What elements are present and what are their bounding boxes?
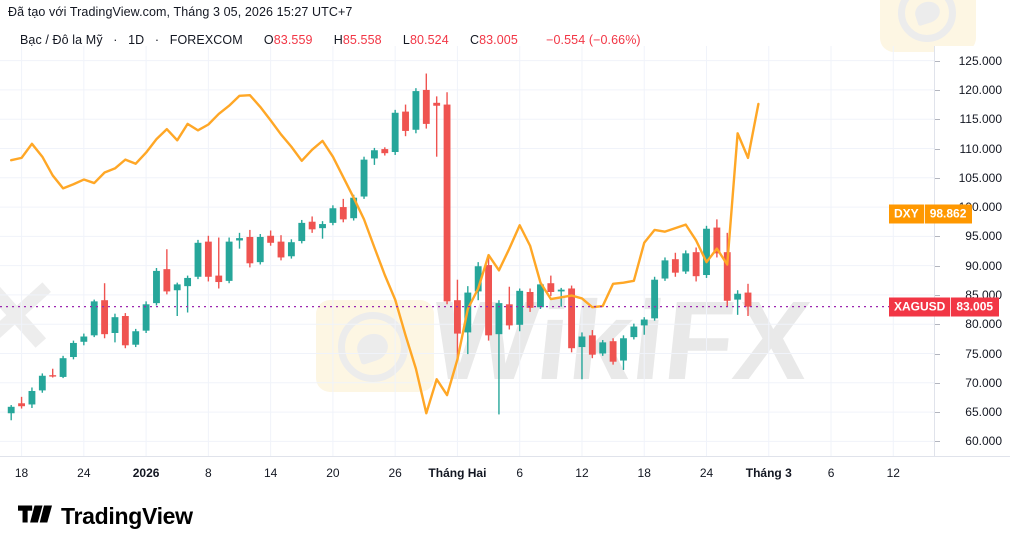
- legend-exchange: FOREXCOM: [169, 33, 243, 47]
- chart-plot-area[interactable]: [0, 46, 934, 456]
- price-tick-mark: [935, 382, 940, 384]
- time-tick-label: 20: [326, 466, 340, 480]
- price-tick-mark: [935, 412, 940, 414]
- candlestick-series: [7, 73, 752, 421]
- tradingview-logo-icon: [18, 503, 52, 530]
- price-tick-label: 75.000: [965, 346, 1002, 361]
- price-tick-mark: [935, 60, 940, 62]
- price-tick-mark: [935, 148, 940, 150]
- price-axis[interactable]: 125.000 120.000 115.000 110.000 105.000 100.0…: [889, 46, 1010, 456]
- legend-high-key: H: [333, 33, 343, 47]
- chart-footer: TradingView: [0, 490, 1010, 543]
- xagusd-price-badge-separator: [950, 297, 952, 317]
- xagusd-price-badge-value: 83.005: [956, 299, 994, 314]
- time-tick-label: 12: [886, 466, 900, 480]
- price-tick-mark: [935, 265, 940, 267]
- chart-legend: Bạc / Đô la Mỹ · 1D · FOREXCOM O83.559 H…: [20, 33, 641, 47]
- price-tick-label: 60.000: [965, 434, 1002, 449]
- legend-low-value: 80.524: [409, 33, 449, 47]
- legend-high-value: 85.558: [342, 33, 382, 47]
- price-tick-mark: [935, 236, 940, 238]
- dxy-price-badge[interactable]: DXY 98.862: [889, 204, 973, 224]
- price-tick-mark: [935, 441, 940, 443]
- price-tick-mark: [935, 353, 940, 355]
- watermark-badge-top-right: [880, 0, 976, 52]
- price-tick-mark: [935, 89, 940, 91]
- price-tick-label: 95.000: [965, 229, 1002, 244]
- time-tick-label: 8: [205, 466, 212, 480]
- time-tick-label: 6: [516, 466, 524, 480]
- price-tick-mark: [935, 294, 940, 296]
- watermark-logo-top-right: [898, 0, 956, 42]
- time-tick-label: 26: [388, 466, 402, 480]
- xagusd-price-badge-tag: XAGUSD: [894, 299, 946, 314]
- price-tick-mark: [935, 324, 940, 326]
- price-tick-label: 80.000: [965, 317, 1002, 332]
- price-tick-mark: [935, 119, 940, 121]
- created-with-caption: Đã tạo với TradingView.com, Tháng 3 05, …: [8, 5, 353, 19]
- time-tick-label: Tháng Hai: [428, 466, 487, 480]
- price-tick-label: 70.000: [965, 375, 1002, 390]
- legend-change: −0.554 (−0.66%): [546, 33, 641, 47]
- price-tick-label: 120.000: [958, 82, 1002, 97]
- grid-lines: [0, 46, 934, 456]
- dxy-line: [9, 94, 760, 415]
- legend-sep-2: ·: [154, 33, 160, 47]
- time-tick-label: 2026: [132, 466, 160, 480]
- tradingview-logo-text: TradingView: [61, 503, 193, 529]
- time-tick-label: 18: [637, 466, 651, 480]
- price-tick-label: 115.000: [959, 112, 1003, 127]
- tradingview-logo[interactable]: TradingView: [18, 503, 193, 530]
- time-tick-label: Tháng 3: [745, 466, 792, 480]
- time-tick-label: 24: [77, 466, 91, 480]
- dxy-price-badge-separator: [923, 204, 925, 224]
- price-tick-mark: [935, 177, 940, 179]
- time-tick-label: 18: [14, 466, 29, 480]
- time-tick-label: 6: [827, 466, 835, 480]
- legend-symbol[interactable]: Bạc / Đô la Mỹ: [20, 33, 103, 47]
- price-tick-label: 65.000: [965, 405, 1002, 420]
- legend-close-key: C: [469, 33, 480, 47]
- legend-open-value: 83.559: [273, 33, 313, 47]
- price-tick-label: 90.000: [965, 258, 1002, 273]
- time-tick-label: 24: [699, 466, 714, 480]
- price-tick-label: 105.000: [958, 170, 1002, 185]
- legend-sep-1: ·: [113, 33, 118, 47]
- dxy-price-badge-value: 98.862: [929, 206, 967, 221]
- legend-close-value: 83.005: [479, 33, 518, 47]
- legend-interval[interactable]: 1D: [128, 33, 145, 47]
- legend-open-key: O: [263, 33, 274, 47]
- price-tick-label: 125.000: [958, 53, 1002, 68]
- xagusd-price-badge[interactable]: XAGUSD 83.005: [889, 297, 1000, 317]
- chart-canvas: [0, 46, 934, 456]
- price-tick-label: 110.000: [959, 141, 1003, 156]
- legend-low-key: L: [402, 33, 410, 47]
- time-tick-label: 14: [263, 466, 278, 480]
- dxy-price-badge-tag: DXY: [894, 206, 919, 221]
- time-tick-label: 12: [575, 466, 589, 480]
